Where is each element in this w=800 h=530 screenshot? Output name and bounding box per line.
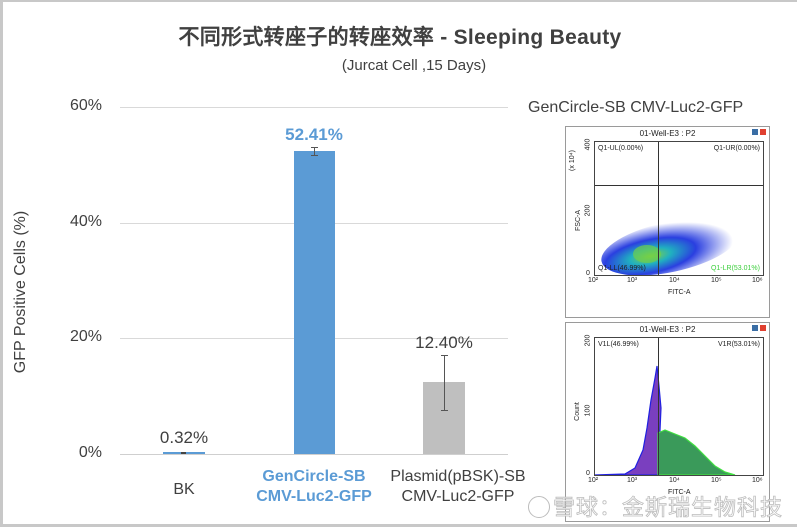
settings-icon[interactable] (752, 325, 758, 331)
chart-title: 不同形式转座子的转座效率 - Sleeping Beauty (178, 26, 622, 49)
error-bar-bk (181, 452, 186, 454)
scatter-x-tick-3: 10⁴ (669, 277, 680, 284)
watermark-text: 雪球：金斯瑞生物科技 (553, 495, 784, 521)
x-label-plasmid-line1: Plasmid(pBSK)-SB (390, 468, 526, 485)
chart-subtitle: (Jurcat Cell ,15 Days) (341, 57, 487, 74)
y-tick-60: 60% (69, 97, 102, 114)
gate-right-label: V1R(53.01%) (717, 341, 760, 348)
x-axis-line (120, 454, 508, 455)
bar-gencircle (294, 151, 335, 454)
scatter-x-tick-4: 10⁵ (711, 277, 722, 284)
histogram-curve (595, 365, 736, 475)
histogram-plot-area: V1L(46.99%) V1R(53.01%) (594, 337, 764, 476)
scatter-density-cloud (601, 218, 739, 275)
histogram-x-tick-1: 10² (588, 477, 599, 484)
error-cap-bottom-plasmid (441, 410, 448, 411)
y-tick-0: 0% (78, 444, 102, 461)
close-icon[interactable] (760, 129, 766, 135)
error-cap-top-plasmid (441, 355, 448, 356)
scatter-y-tick-0: 0 (586, 270, 590, 277)
value-label-bk: 0.32% (159, 428, 209, 447)
quadrant-horizontal-gate (595, 185, 763, 186)
watermark: 雪球：金斯瑞生物科技 (528, 490, 783, 522)
flow-scatter-panel: 01-Well-E3 : P2 (x 10⁴) FSC-A 400 200 0 … (565, 126, 770, 318)
gate-left-label: V1L(46.99%) (598, 341, 639, 348)
histogram-y-tick-100: 100 (584, 404, 592, 417)
error-cap-top-gencircle (311, 147, 318, 148)
x-label-gencircle-line1: GenCircle-SB (262, 468, 366, 485)
scatter-y-axis-label: FSC-A (575, 210, 582, 231)
histogram-x-tick-3: 10⁴ (669, 477, 680, 484)
scatter-x-tick-2: 10³ (627, 277, 638, 284)
x-label-gencircle-line2: CMV-Luc2-GFP (256, 488, 372, 505)
y-tick-40: 40% (69, 213, 102, 230)
x-label-bk: BK (109, 480, 259, 500)
scatter-x-tick-5: 10⁶ (752, 277, 763, 284)
quadrant-vertical-gate (658, 142, 659, 275)
scatter-y-tick-400: 400 (584, 138, 592, 151)
quadrant-lr-label: Q1-LR(53.01%) (710, 265, 760, 272)
histogram-x-tick-5: 10⁶ (752, 477, 763, 484)
scatter-x-tick-1: 10² (588, 277, 599, 284)
y-axis-label: GFP Positive Cells (%) (12, 210, 29, 374)
scatter-y-multiplier: (x 10⁴) (568, 150, 576, 171)
quadrant-ur-label: Q1-UR(0.00%) (713, 145, 760, 152)
quadrant-ll-label: Q1-LL(46.99%) (598, 265, 646, 272)
scatter-x-axis-label: FITC-A (668, 289, 691, 296)
histogram-y-tick-200: 200 (584, 334, 592, 347)
x-label-gencircle: GenCircle-SB CMV-Luc2-GFP (239, 467, 389, 507)
y-tick-20: 20% (69, 328, 102, 345)
error-cap-bottom-gencircle (311, 155, 318, 156)
histogram-x-axis-label: FITC-A (668, 489, 691, 496)
flow-histogram-panel: 01-Well-E3 : P2 Count 200 100 0 V1L(46.9… (565, 322, 770, 522)
x-label-plasmid-line2: CMV-Luc2-GFP (401, 488, 515, 505)
quadrant-ul-label: Q1-UL(0.00%) (598, 145, 644, 152)
histogram-y-tick-0: 0 (586, 470, 590, 477)
scatter-well-title: 01-Well-E3 : P2 (639, 129, 696, 138)
scatter-plot-area: Q1-UL(0.00%) Q1-UR(0.00%) Q1-LL(46.99%) … (594, 141, 764, 276)
x-label-plasmid: Plasmid(pBSK)-SB CMV-Luc2-GFP (378, 467, 538, 507)
histogram-y-axis-label: Count (573, 402, 581, 421)
error-bar-plasmid (444, 355, 445, 410)
flow-panel-heading: GenCircle-SB CMV-Luc2-GFP (528, 99, 744, 116)
scatter-window-icons (752, 129, 766, 135)
scatter-y-tick-200: 200 (584, 204, 592, 217)
close-icon[interactable] (760, 325, 766, 331)
value-label-plasmid: 12.40% (415, 333, 473, 352)
gridline-60 (120, 107, 508, 108)
value-label-gencircle: 52.41% (285, 125, 343, 144)
histogram-x-tick-2: 10³ (627, 477, 638, 484)
snowball-logo-icon (528, 496, 550, 518)
histogram-window-icons (752, 325, 766, 331)
x-label-bk-line1: BK (173, 481, 195, 498)
histogram-well-title: 01-Well-E3 : P2 (639, 325, 696, 334)
histogram-gate (658, 338, 659, 475)
settings-icon[interactable] (752, 129, 758, 135)
error-bar-gencircle (314, 147, 315, 156)
histogram-x-tick-4: 10⁵ (711, 477, 722, 484)
